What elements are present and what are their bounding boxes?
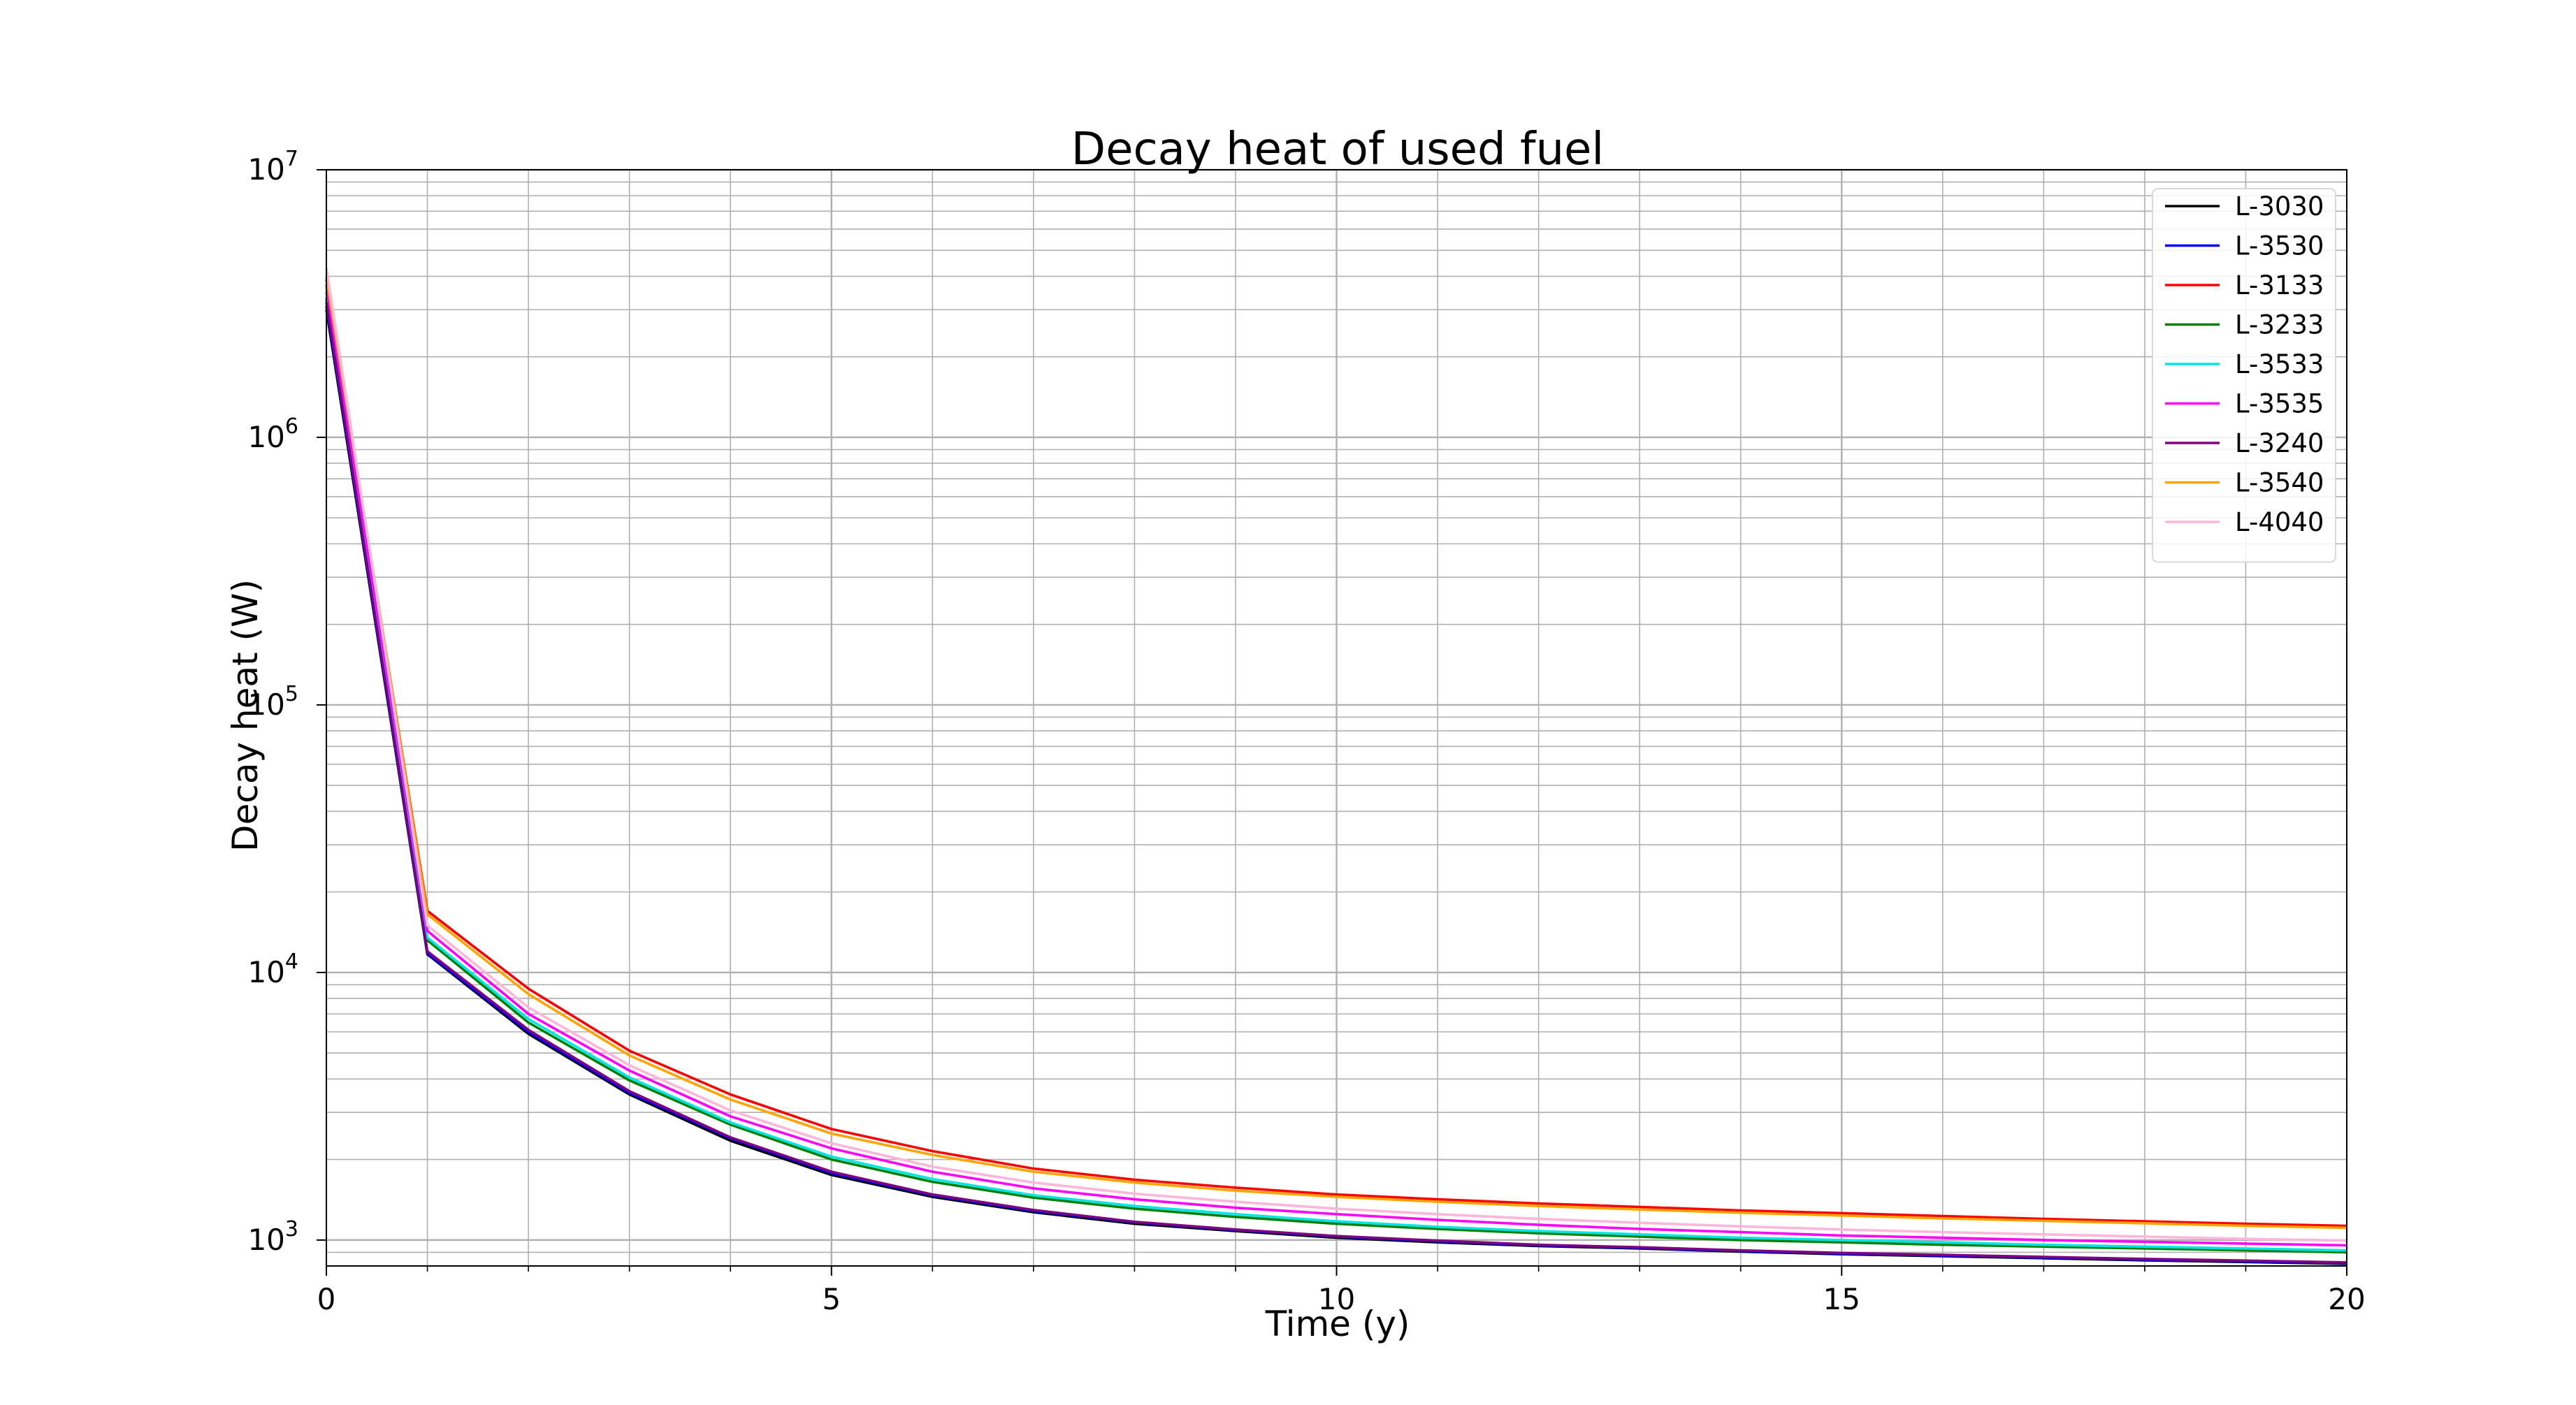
x-tick-label: 5: [822, 1282, 841, 1316]
series-line-L-3535: [325, 285, 2347, 1247]
series-line-L-3133: [325, 279, 2347, 1228]
series-line-L-3233: [325, 298, 2347, 1254]
y-tick-label: 104: [247, 949, 298, 989]
legend-label: L-3240: [2235, 428, 2324, 458]
y-tick-label: 106: [247, 414, 298, 454]
x-axis-title: Time (y): [1265, 1304, 1410, 1344]
y-tick-label: 107: [247, 147, 298, 187]
legend-label: L-3233: [2235, 310, 2324, 340]
y-tick-label: 103: [247, 1217, 298, 1257]
x-tick-label: 20: [2328, 1282, 2365, 1316]
x-tick-label: 10: [1318, 1282, 1355, 1316]
legend: L-3030 L-3530 L-3133 L-3233 L-3533 L-3535 L-32…: [2152, 188, 2336, 563]
series-line-L-4040: [325, 268, 2347, 1242]
legend-label: L-3535: [2235, 389, 2324, 419]
legend-label: L-4040: [2235, 507, 2324, 537]
y-tick-label: 105: [247, 682, 298, 722]
axis-ticks: 0 5 10 15 20 103 104 105 106 107: [247, 147, 2365, 1316]
legend-label: L-3540: [2235, 468, 2324, 498]
series-line-L-3540: [325, 276, 2347, 1230]
legend-box: [2152, 188, 2336, 563]
x-tick-label: 15: [1823, 1282, 1860, 1316]
series-line-L-3533: [325, 291, 2347, 1252]
legend-label: L-3533: [2235, 349, 2324, 379]
series-line-L-3240: [325, 302, 2347, 1264]
grid: [326, 168, 2347, 1267]
legend-label: L-3133: [2235, 270, 2324, 300]
legend-label: L-3530: [2235, 231, 2324, 261]
y-axis-title: Decay heat (W): [225, 579, 266, 852]
x-tick-label: 0: [317, 1282, 336, 1316]
legend-label: L-3030: [2235, 191, 2324, 221]
series-lines: [325, 268, 2347, 1265]
chart-title: Decay heat of used fuel: [1071, 124, 1604, 175]
